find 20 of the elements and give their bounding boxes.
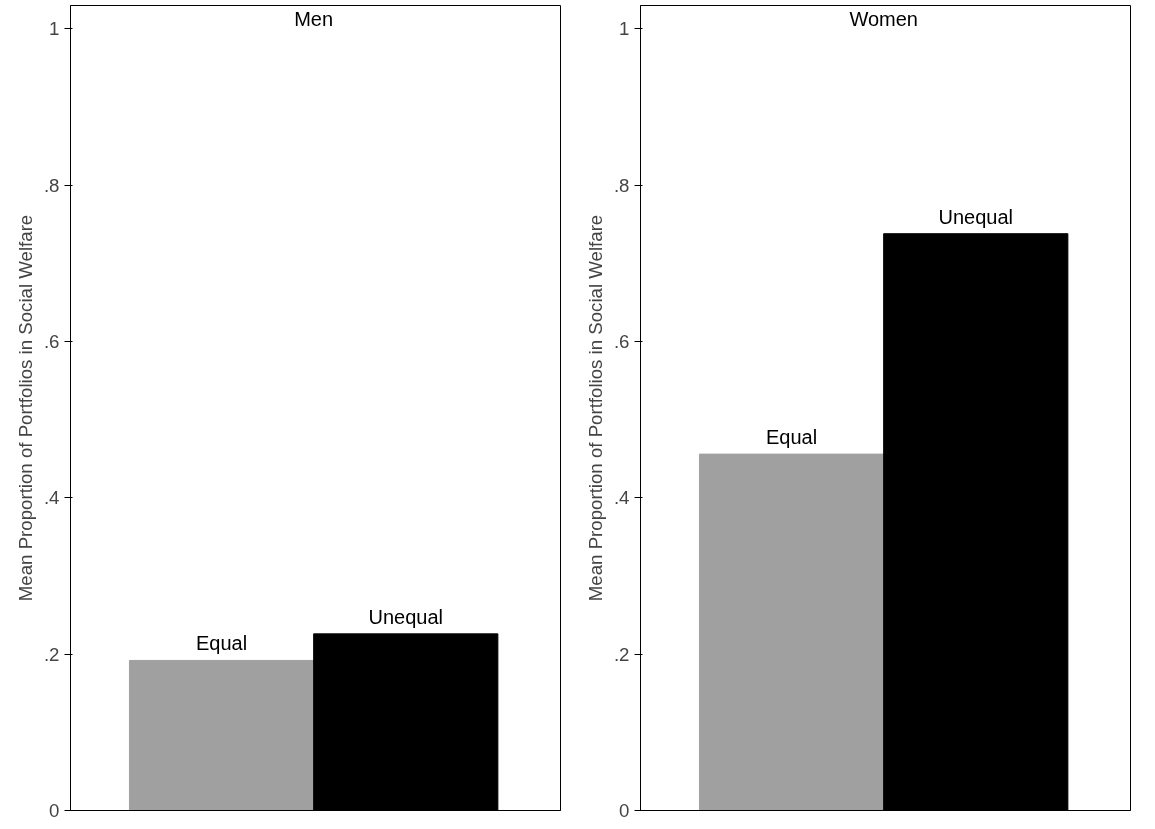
y-axis-title: Mean Proportion of Portfolios in Social Welfare: [14, 214, 36, 602]
chart-title: Men: [294, 7, 334, 30]
y-tick-label: 1: [619, 18, 630, 40]
y-tick-label: .2: [613, 643, 630, 665]
y-tick-label: .4: [613, 487, 630, 509]
x-tick-label: Unequal: [938, 205, 1014, 228]
y-tick-label: .8: [613, 174, 630, 196]
y-tick-label: .4: [43, 487, 60, 509]
x-tick-label: Unequal: [368, 605, 444, 628]
y-tick-label: 0: [49, 800, 60, 821]
y-tick-label: 1: [49, 18, 60, 40]
y-axis-title: Mean Proportion of Portfolios in Social Welfare: [584, 214, 606, 602]
y-tick-label: 0: [619, 800, 630, 821]
chart-title: Women: [849, 7, 918, 30]
x-tick-label: Equal: [765, 426, 818, 449]
y-tick-label: .2: [43, 643, 60, 665]
y-tick-label: .8: [43, 174, 60, 196]
x-tick-label: Equal: [195, 632, 248, 655]
y-tick-label: .6: [43, 331, 60, 353]
y-tick-label: .6: [613, 331, 630, 353]
